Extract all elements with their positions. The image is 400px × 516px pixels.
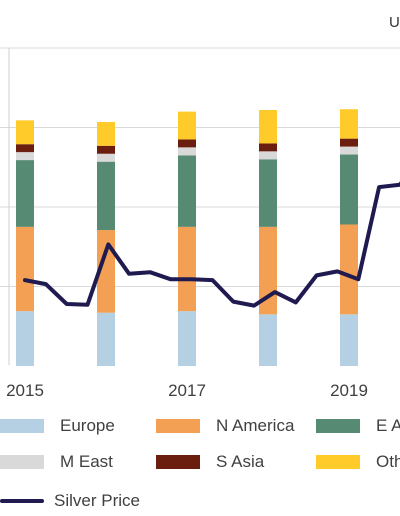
bar-other-2018 (259, 110, 277, 144)
x-tick-label-2015: 2015 (6, 381, 44, 400)
bar-europe-2018 (259, 314, 277, 366)
legend-swatch-sasia (156, 455, 200, 469)
legend-label-europe: Europe (60, 416, 115, 435)
bar-meast-2016 (97, 153, 115, 162)
legend-label-namerica: N America (216, 416, 295, 435)
bar-easia-2017 (178, 155, 196, 227)
bar-meast-2017 (178, 147, 196, 156)
bar-other-2017 (178, 111, 196, 140)
bar-sasia-2018 (259, 143, 277, 152)
bar-sasia-2015 (16, 144, 34, 153)
bar-meast-2015 (16, 152, 34, 161)
bar-other-2015 (16, 120, 34, 145)
legend-label-silver-price: Silver Price (54, 491, 140, 510)
bar-sasia-2016 (97, 145, 115, 154)
bar-easia-2019 (340, 154, 358, 225)
legend-swatch-meast (0, 455, 44, 469)
legend-label-meast: M East (60, 452, 113, 471)
bar-sasia-2017 (178, 139, 196, 148)
legend-swatch-easia (316, 419, 360, 433)
bar-easia-2018 (259, 159, 277, 227)
bar-other-2019 (340, 109, 358, 139)
bar-other-2016 (97, 121, 115, 146)
x-tick-labels: 20152017201920212023 (6, 381, 368, 400)
bar-europe-2015 (16, 311, 34, 366)
legend-label-sasia: S Asia (216, 452, 265, 471)
bar-europe-2017 (178, 311, 196, 366)
bar-namerica-2019 (340, 224, 358, 315)
bar-easia-2015 (16, 160, 34, 227)
legend: Europe N America E A M East S Asia Oth Silver … (0, 412, 400, 516)
silver-price-line-group (23, 181, 400, 308)
bar-meast-2018 (259, 151, 277, 160)
legend-swatch-other (316, 455, 360, 469)
legend-label-easia: E A (376, 416, 400, 435)
gridlines (0, 47, 400, 287)
legend-label-other: Oth (376, 452, 400, 471)
stacked-bars (16, 109, 358, 366)
bar-namerica-2017 (178, 226, 196, 312)
x-tick-label-2017: 2017 (168, 381, 206, 400)
corner-label: U (389, 14, 400, 31)
bar-meast-2019 (340, 146, 358, 155)
x-tick-label-2019: 2019 (330, 381, 368, 400)
bar-namerica-2015 (16, 226, 34, 312)
bar-europe-2016 (97, 312, 115, 366)
silver-price-line (23, 181, 400, 308)
legend-swatch-silver-price (0, 499, 44, 503)
legend-swatch-namerica (156, 419, 200, 433)
legend-swatch-europe (0, 419, 44, 433)
bar-easia-2016 (97, 161, 115, 231)
bar-sasia-2019 (340, 138, 358, 147)
bar-europe-2019 (340, 314, 358, 366)
